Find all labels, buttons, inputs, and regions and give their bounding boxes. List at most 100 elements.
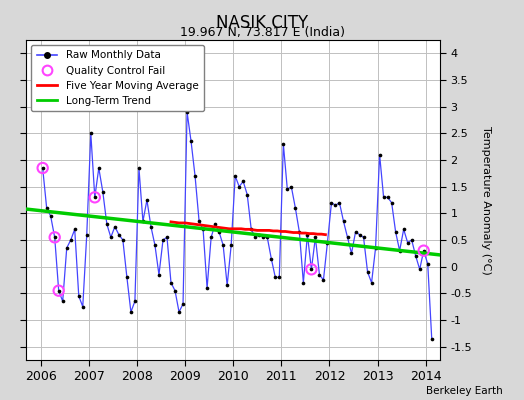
Point	[343, 234, 352, 240]
Point	[167, 280, 175, 286]
Point	[47, 213, 55, 219]
Point	[259, 234, 267, 240]
Point	[211, 221, 220, 227]
Point	[379, 194, 388, 200]
Point	[323, 240, 332, 246]
Point	[367, 280, 376, 286]
Point	[347, 250, 356, 256]
Point	[416, 266, 424, 272]
Point	[403, 240, 412, 246]
Point	[91, 194, 99, 200]
Point	[187, 138, 195, 144]
Point	[111, 224, 119, 230]
Point	[215, 229, 223, 235]
Point	[279, 141, 288, 147]
Point	[399, 226, 408, 232]
Point	[183, 109, 191, 115]
Point	[291, 205, 300, 211]
Point	[115, 232, 123, 238]
Point	[79, 304, 87, 310]
Point	[307, 266, 315, 272]
Point	[38, 165, 47, 171]
Point	[223, 282, 232, 288]
Point	[54, 288, 63, 294]
Point	[106, 234, 115, 240]
Point	[263, 234, 271, 240]
Point	[428, 336, 436, 342]
Point	[227, 242, 235, 248]
Point	[319, 277, 328, 283]
Point	[340, 218, 348, 224]
Text: NASIK CITY: NASIK CITY	[216, 14, 308, 32]
Point	[71, 226, 79, 232]
Point	[283, 186, 291, 192]
Legend: Raw Monthly Data, Quality Control Fail, Five Year Moving Average, Long-Term Tren: Raw Monthly Data, Quality Control Fail, …	[31, 45, 204, 111]
Text: 19.967 N, 73.817 E (India): 19.967 N, 73.817 E (India)	[180, 26, 344, 39]
Point	[295, 229, 303, 235]
Point	[207, 234, 215, 240]
Point	[423, 261, 432, 267]
Point	[247, 226, 255, 232]
Point	[103, 221, 111, 227]
Point	[203, 285, 211, 291]
Point	[147, 224, 155, 230]
Point	[38, 165, 47, 171]
Point	[420, 248, 428, 254]
Point	[99, 189, 107, 195]
Point	[243, 192, 252, 198]
Point	[311, 234, 320, 240]
Point	[299, 280, 308, 286]
Point	[287, 184, 296, 190]
Point	[74, 293, 83, 299]
Point	[50, 234, 59, 240]
Point	[411, 253, 420, 259]
Point	[420, 248, 428, 254]
Point	[391, 229, 400, 235]
Point	[335, 200, 344, 206]
Point	[331, 202, 340, 208]
Point	[127, 309, 135, 315]
Point	[179, 301, 187, 307]
Point	[328, 200, 336, 206]
Point	[255, 232, 264, 238]
Point	[359, 234, 368, 240]
Point	[408, 237, 416, 243]
Point	[199, 226, 208, 232]
Point	[67, 237, 75, 243]
Point	[303, 232, 312, 238]
Point	[91, 194, 99, 200]
Point	[195, 218, 203, 224]
Point	[396, 248, 404, 254]
Point	[175, 309, 183, 315]
Point	[219, 242, 227, 248]
Point	[387, 200, 396, 206]
Point	[163, 234, 171, 240]
Point	[239, 178, 247, 184]
Point	[352, 229, 360, 235]
Point	[372, 245, 380, 251]
Point	[155, 272, 163, 278]
Point	[235, 184, 243, 190]
Point	[95, 165, 103, 171]
Point	[191, 173, 199, 179]
Point	[123, 274, 131, 280]
Point	[59, 298, 67, 304]
Point	[271, 274, 279, 280]
Point	[363, 269, 372, 275]
Point	[54, 288, 63, 294]
Point	[62, 245, 71, 251]
Y-axis label: Temperature Anomaly (°C): Temperature Anomaly (°C)	[481, 126, 490, 274]
Point	[139, 218, 147, 224]
Point	[151, 242, 159, 248]
Point	[135, 165, 143, 171]
Point	[275, 274, 283, 280]
Point	[86, 130, 95, 136]
Point	[251, 234, 259, 240]
Text: Berkeley Earth: Berkeley Earth	[427, 386, 503, 396]
Point	[118, 237, 127, 243]
Point	[159, 237, 167, 243]
Point	[375, 152, 384, 158]
Point	[267, 256, 276, 262]
Point	[315, 272, 324, 278]
Point	[171, 288, 179, 294]
